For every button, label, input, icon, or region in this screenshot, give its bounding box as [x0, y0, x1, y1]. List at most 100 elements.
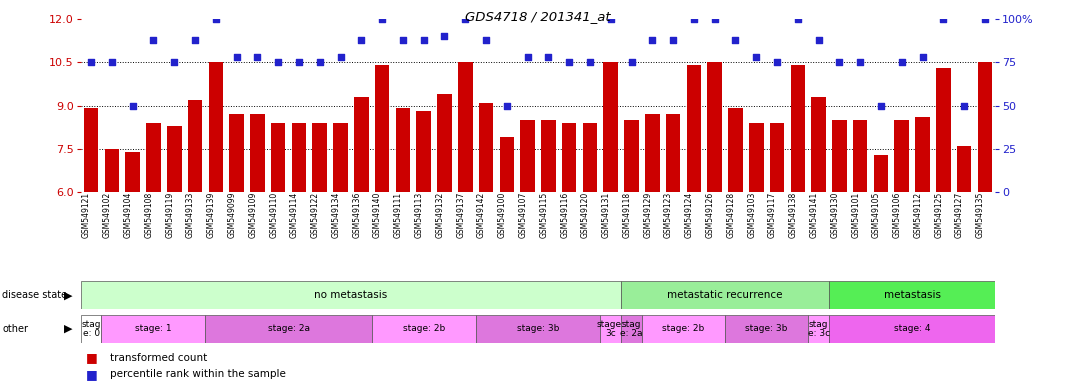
Text: GSM549123: GSM549123 — [664, 192, 674, 238]
Bar — [101, 315, 206, 343]
Point — [331, 54, 349, 60]
Text: transformed count: transformed count — [110, 353, 207, 363]
Text: metastasis: metastasis — [883, 290, 940, 300]
Bar — [808, 315, 829, 343]
Text: disease state: disease state — [2, 290, 68, 300]
Text: GSM549136: GSM549136 — [352, 192, 362, 238]
Text: GSM549126: GSM549126 — [706, 192, 714, 238]
Text: GSM549105: GSM549105 — [872, 192, 881, 238]
Point — [581, 60, 598, 66]
Point — [623, 60, 640, 66]
Bar — [271, 123, 285, 192]
Text: stage: 2a: stage: 2a — [268, 324, 310, 333]
Text: GSM549137: GSM549137 — [456, 192, 465, 238]
Text: stage: 3b: stage: 3b — [516, 324, 560, 333]
Point — [914, 54, 931, 60]
Bar — [146, 123, 160, 192]
Text: GSM549118: GSM549118 — [623, 192, 632, 238]
Point — [498, 103, 515, 109]
Text: GSM549106: GSM549106 — [893, 192, 902, 238]
Bar — [666, 114, 680, 192]
Text: GSM549119: GSM549119 — [166, 192, 174, 238]
Bar — [645, 114, 660, 192]
Point — [436, 33, 453, 40]
Point — [893, 60, 910, 66]
Point — [373, 16, 391, 22]
Bar — [791, 65, 805, 192]
Point — [311, 60, 328, 66]
Text: GSM549116: GSM549116 — [561, 192, 569, 238]
Text: GSM549102: GSM549102 — [103, 192, 112, 238]
Bar — [853, 120, 867, 192]
Text: GSM549133: GSM549133 — [186, 192, 195, 238]
Point — [706, 16, 723, 22]
Bar — [829, 281, 995, 309]
Point — [976, 16, 993, 22]
Bar — [621, 315, 642, 343]
Text: stag
e: 2a: stag e: 2a — [620, 320, 642, 338]
Point — [935, 16, 952, 22]
Text: GSM549111: GSM549111 — [394, 192, 402, 238]
Text: GSM549117: GSM549117 — [768, 192, 777, 238]
Text: no metastasis: no metastasis — [314, 290, 387, 300]
Text: ■: ■ — [86, 368, 98, 381]
Bar — [728, 109, 742, 192]
Bar — [479, 103, 493, 192]
Point — [603, 16, 620, 22]
Point — [831, 60, 848, 66]
Bar — [916, 117, 930, 192]
Text: GSM549122: GSM549122 — [311, 192, 320, 238]
Bar — [371, 315, 476, 343]
Point — [519, 54, 536, 60]
Text: GSM549124: GSM549124 — [685, 192, 694, 238]
Bar — [874, 155, 889, 192]
Text: GSM549104: GSM549104 — [124, 192, 132, 238]
Bar — [936, 68, 950, 192]
Bar — [206, 315, 371, 343]
Point — [665, 37, 682, 43]
Text: GSM549142: GSM549142 — [477, 192, 486, 238]
Point — [353, 37, 370, 43]
Point — [873, 103, 890, 109]
Text: GSM549101: GSM549101 — [851, 192, 860, 238]
Text: GSM549132: GSM549132 — [436, 192, 444, 238]
Bar — [707, 63, 722, 192]
Bar — [600, 315, 621, 343]
Text: GDS4718 / 201341_at: GDS4718 / 201341_at — [465, 10, 611, 23]
Bar — [167, 126, 182, 192]
Point — [561, 60, 578, 66]
Text: GSM549139: GSM549139 — [207, 192, 216, 238]
Point — [270, 60, 287, 66]
Text: GSM549128: GSM549128 — [726, 192, 736, 238]
Point — [768, 60, 785, 66]
Point — [291, 60, 308, 66]
Text: GSM549114: GSM549114 — [289, 192, 299, 238]
Text: stage: 3b: stage: 3b — [746, 324, 788, 333]
Point — [124, 103, 141, 109]
Text: GSM549127: GSM549127 — [955, 192, 964, 238]
Bar — [250, 114, 265, 192]
Text: metastatic recurrence: metastatic recurrence — [667, 290, 783, 300]
Bar — [437, 94, 452, 192]
Text: stage: 1: stage: 1 — [136, 324, 172, 333]
Text: GSM549100: GSM549100 — [498, 192, 507, 238]
Point — [643, 37, 661, 43]
Bar — [354, 97, 369, 192]
Text: percentile rank within the sample: percentile rank within the sample — [110, 369, 285, 379]
Text: GSM549138: GSM549138 — [789, 192, 797, 238]
Point — [228, 54, 245, 60]
Point — [748, 54, 765, 60]
Text: GSM549108: GSM549108 — [144, 192, 154, 238]
Bar — [81, 315, 101, 343]
Bar — [292, 123, 307, 192]
Point — [83, 60, 100, 66]
Point — [540, 54, 557, 60]
Bar — [832, 120, 847, 192]
Point — [685, 16, 703, 22]
Point — [186, 37, 203, 43]
Text: GSM549112: GSM549112 — [914, 192, 922, 238]
Point — [145, 37, 162, 43]
Bar — [499, 137, 514, 192]
Text: stag
e: 0: stag e: 0 — [82, 320, 101, 338]
Bar — [374, 65, 390, 192]
